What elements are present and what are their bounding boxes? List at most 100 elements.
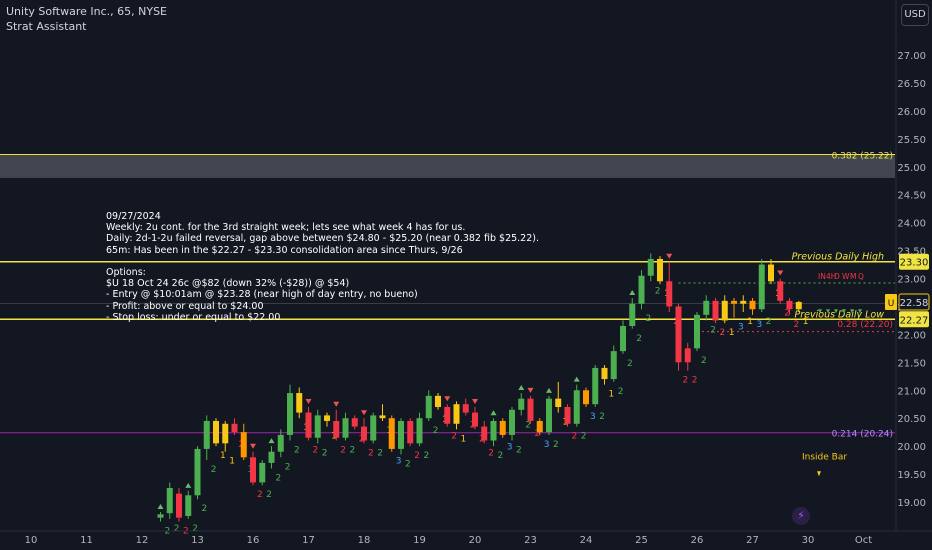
candle-body	[296, 393, 303, 413]
candle-body	[176, 493, 182, 518]
x-tick-label: 19	[413, 535, 426, 546]
candle-body	[620, 325, 626, 352]
inside-bar-marker-icon	[817, 471, 821, 477]
strat-number: 1	[229, 457, 235, 467]
candle-body	[250, 457, 256, 483]
strat-number: 2	[257, 490, 263, 500]
down-arrow-icon	[305, 399, 312, 405]
candle-body	[388, 418, 395, 449]
down-arrow-icon	[666, 253, 673, 259]
up-arrow-icon	[268, 438, 275, 444]
candle-body	[518, 398, 525, 410]
currency-button[interactable]: USD	[901, 4, 929, 26]
strat-number: 2	[276, 473, 282, 483]
strat-number: 3	[590, 412, 596, 422]
tf-marker-icon	[850, 309, 854, 314]
tf-marker-icon	[858, 309, 862, 314]
x-tick-label: 12	[136, 535, 149, 546]
x-tick-label: 18	[358, 535, 371, 546]
candle-body	[361, 426, 367, 441]
x-tick-label: 24	[580, 535, 593, 546]
level-price-tag	[899, 253, 929, 270]
down-arrow-icon	[472, 399, 478, 405]
strat-number: 2	[202, 504, 208, 514]
up-arrow-icon	[157, 504, 164, 510]
up-arrow-icon	[490, 410, 497, 416]
strat-number: 1	[729, 328, 735, 338]
strat-number: 2	[192, 524, 198, 534]
candle-body	[157, 514, 164, 518]
tf-marker-icon	[826, 309, 830, 314]
down-arrow-icon	[777, 270, 784, 276]
candle-body	[305, 412, 312, 438]
candle-body	[629, 303, 636, 326]
x-tick-label: 16	[247, 535, 260, 546]
y-tick-label: 21.50	[897, 358, 926, 369]
candle-body	[351, 418, 358, 427]
tf-marker-icon	[818, 309, 822, 314]
strat-number: 2	[581, 432, 587, 442]
down-arrow-icon	[250, 443, 256, 449]
strat-number: 2	[516, 446, 522, 456]
tf-marker-icon	[842, 309, 846, 314]
candle-body	[795, 301, 802, 310]
note-line: 09/27/2024	[106, 211, 161, 222]
candle-body	[194, 448, 201, 496]
strat-number: 1	[461, 434, 467, 444]
note-line: Daily: 2d-1-2u failed reversal, gap abov…	[106, 233, 539, 245]
y-tick-label: 20.50	[897, 414, 926, 425]
x-tick-label: 30	[802, 535, 815, 546]
note-line: Weekly: 2u cont. for the 3rd straight we…	[106, 222, 466, 234]
tf-label: Q	[858, 272, 864, 281]
note-line: - Stop loss: under or equal to $22.00	[106, 311, 281, 323]
candle-body	[435, 395, 441, 408]
tf-label: M	[850, 272, 856, 281]
candle-body	[703, 300, 710, 315]
candle-body	[731, 300, 737, 304]
level-price-tag-text: 22.27	[900, 315, 929, 326]
y-tick-label: 21.00	[897, 386, 926, 397]
symbol-tag	[885, 293, 897, 310]
candle-body	[231, 423, 238, 433]
y-tick-label: 26.50	[897, 79, 926, 90]
candle-body	[555, 398, 562, 408]
candle-body	[564, 407, 571, 424]
y-tick-label: 25.50	[897, 135, 926, 146]
candle-body	[203, 420, 210, 449]
candle-body	[721, 300, 728, 321]
strat-number: 2	[692, 376, 698, 386]
candle-body	[398, 420, 404, 449]
candle-body	[416, 418, 423, 444]
strat-number: 2	[294, 446, 300, 456]
strat-number: 2	[266, 490, 272, 500]
candle-body	[583, 390, 589, 405]
current-price-tag	[898, 293, 930, 311]
strat-number: 2	[174, 524, 180, 534]
candle-body	[490, 420, 497, 441]
strat-number: 2	[572, 432, 578, 442]
strat-number: 2	[701, 356, 707, 366]
candle-body	[453, 404, 460, 424]
strat-number: 2	[451, 432, 457, 442]
strat-number: 2	[322, 448, 328, 458]
candle-body	[472, 412, 478, 427]
candle-body	[657, 258, 663, 282]
candle-body	[268, 451, 275, 463]
down-arrow-icon	[333, 401, 340, 407]
fib-label: 0.382 (25.22)	[832, 151, 893, 161]
strat-number: 2	[183, 527, 189, 537]
strat-number: 2	[498, 451, 504, 461]
candle-body	[536, 420, 543, 433]
candle-body	[444, 407, 451, 424]
note-line: $U 18 Oct 24 26c @$82 (down 32% (-$28)) …	[106, 278, 350, 290]
strat-number: 2	[636, 334, 642, 344]
tf-marker-icon	[834, 309, 838, 314]
strat-number: 2	[794, 320, 800, 330]
candle-body	[777, 281, 784, 301]
y-tick-label: 25.00	[897, 163, 926, 174]
strat-number: 3	[757, 320, 763, 330]
lightning-icon[interactable]: ⚡	[792, 507, 810, 525]
indicator-name[interactable]: Strat Assistant	[6, 20, 87, 33]
